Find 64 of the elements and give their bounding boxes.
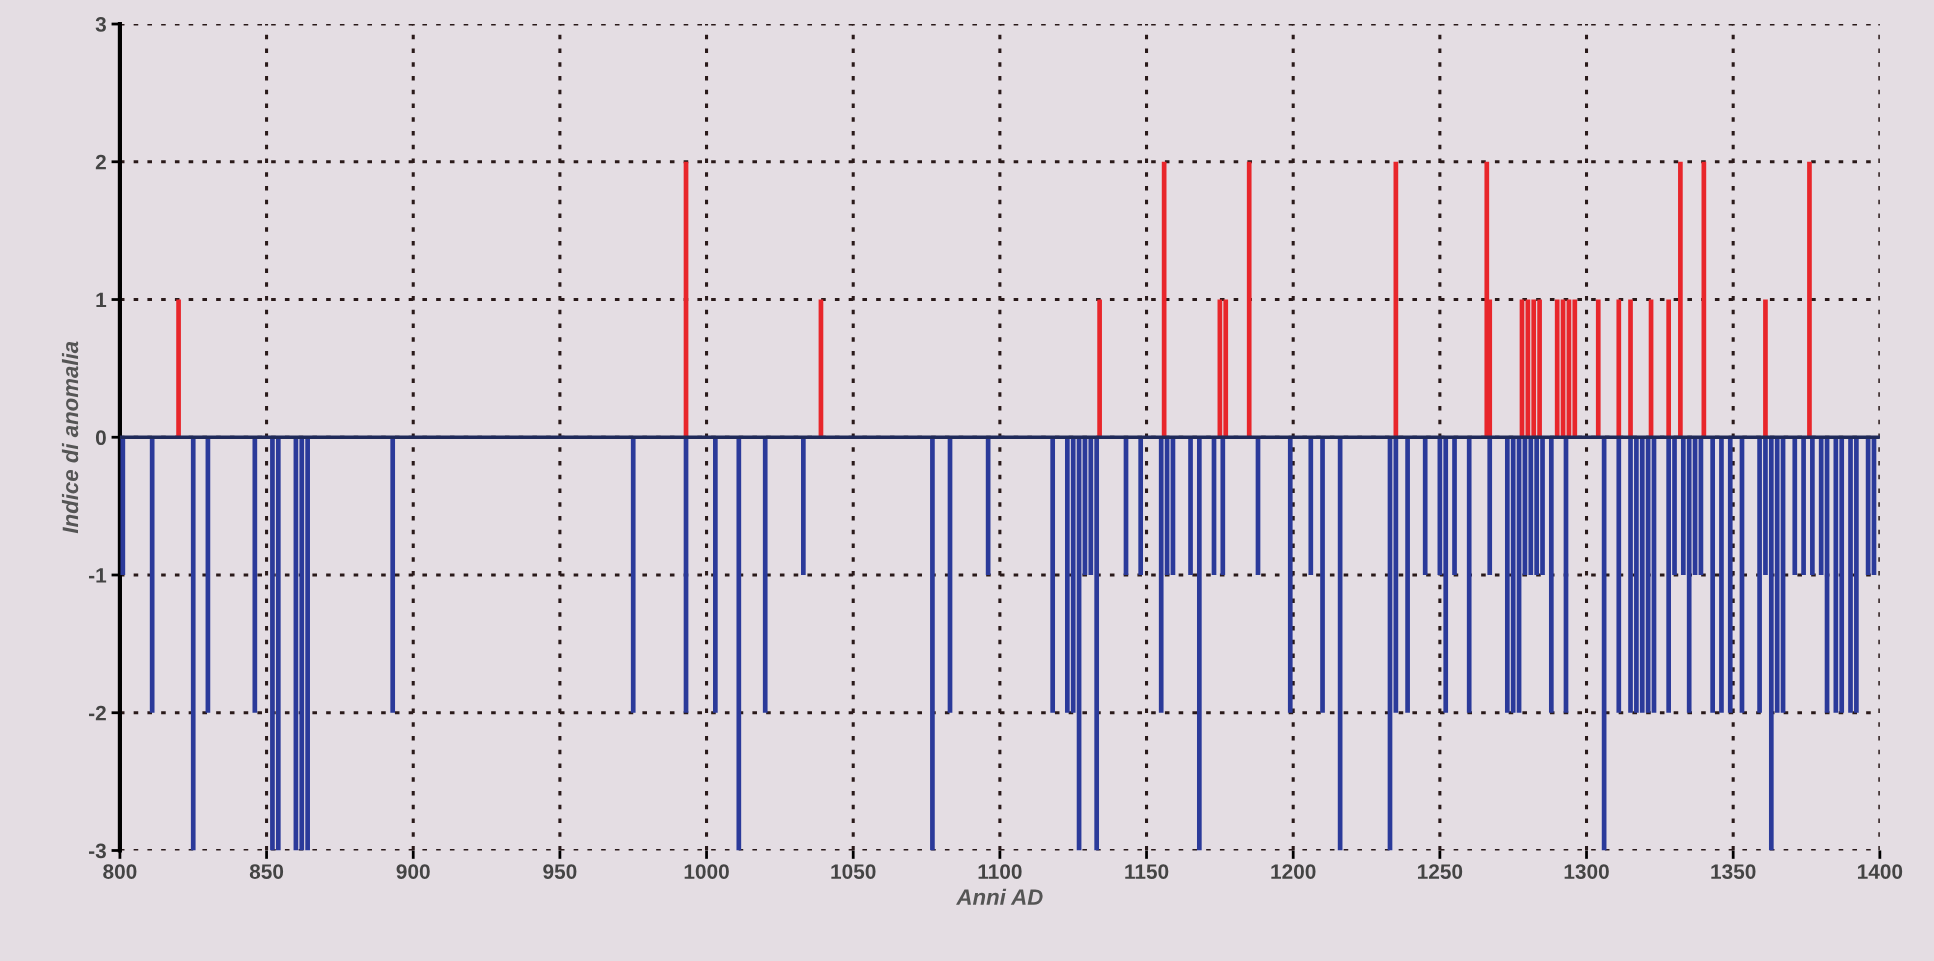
bar — [801, 437, 806, 575]
bar — [1422, 437, 1428, 575]
x-tick-label: 1100 — [978, 864, 1022, 879]
bar — [1188, 437, 1193, 575]
x-tick-label: 1050 — [831, 864, 876, 879]
x-tick-label: 950 — [543, 864, 577, 879]
bar — [1727, 437, 1733, 713]
bar — [1220, 437, 1226, 575]
bar — [1678, 161, 1683, 438]
bar — [1616, 437, 1622, 713]
x-tick-label: 800 — [103, 864, 137, 879]
x-tick-label: 1150 — [1125, 864, 1169, 879]
bar — [1320, 437, 1325, 713]
bar — [190, 437, 196, 851]
y-tick-label: 0 — [95, 430, 106, 446]
bar — [1595, 299, 1601, 438]
bar — [1548, 437, 1554, 713]
bar — [1616, 299, 1622, 438]
bar — [1405, 437, 1410, 713]
bar — [176, 299, 181, 438]
bar — [1487, 437, 1493, 575]
x-tick-label: 1200 — [1271, 864, 1316, 879]
bar — [1719, 437, 1724, 713]
x-tick-label: 900 — [396, 864, 430, 879]
y-tick-label: 2 — [95, 154, 106, 170]
bar — [630, 437, 636, 713]
bar — [149, 437, 155, 713]
x-tick-label: 1250 — [1418, 864, 1463, 879]
bar — [1807, 161, 1812, 438]
x-tick-label: 1400 — [1857, 864, 1903, 879]
bar — [1710, 437, 1715, 713]
bar — [1287, 437, 1293, 713]
x-tick-label: 1000 — [684, 864, 729, 879]
bar — [1792, 437, 1798, 575]
bar — [1246, 161, 1252, 438]
bar — [390, 437, 396, 713]
bar — [1628, 299, 1633, 438]
x-tick-label: 850 — [249, 864, 284, 879]
y-tick-label: -3 — [89, 843, 106, 859]
bar — [1810, 437, 1815, 575]
bar — [1466, 437, 1472, 713]
x-tick-label: 1300 — [1564, 864, 1609, 880]
bar — [120, 437, 126, 575]
y-axis-title: Indice di anomalia — [61, 341, 79, 534]
y-tick-label: -2 — [89, 705, 106, 721]
bar — [762, 437, 768, 713]
x-tick-label: 1350 — [1711, 864, 1756, 880]
bar — [1452, 437, 1457, 575]
bar — [1050, 437, 1056, 713]
x-axis-title: Anni AD — [956, 888, 1043, 905]
bar — [1763, 299, 1768, 438]
bar — [930, 437, 935, 851]
bar — [736, 437, 742, 851]
bar — [1801, 437, 1806, 575]
bar — [1666, 299, 1671, 438]
bar — [1097, 299, 1102, 438]
bar — [252, 437, 258, 713]
y-tick-label: -1 — [89, 568, 107, 583]
bar — [1138, 437, 1144, 575]
y-tick-label: 1 — [96, 292, 107, 308]
y-tick-label: 3 — [95, 17, 106, 32]
bar — [1196, 437, 1202, 851]
bar — [713, 437, 718, 713]
bar — [1308, 437, 1314, 575]
